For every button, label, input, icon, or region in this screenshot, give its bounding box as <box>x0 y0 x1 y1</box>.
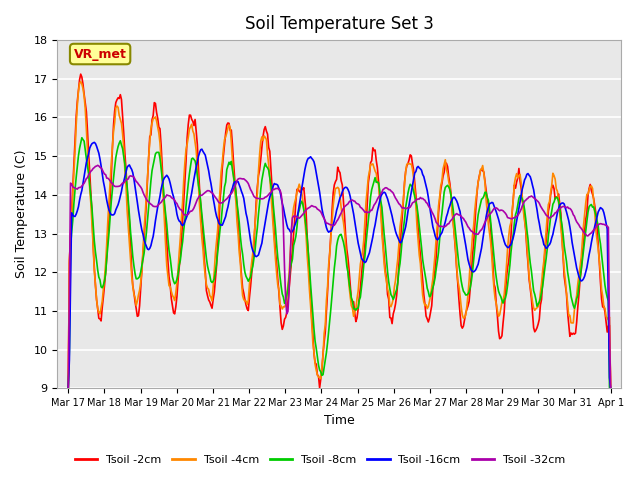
Legend: Tsoil -2cm, Tsoil -4cm, Tsoil -8cm, Tsoil -16cm, Tsoil -32cm: Tsoil -2cm, Tsoil -4cm, Tsoil -8cm, Tsoi… <box>70 451 570 469</box>
Title: Soil Temperature Set 3: Soil Temperature Set 3 <box>245 15 434 33</box>
X-axis label: Time: Time <box>324 414 355 427</box>
Y-axis label: Soil Temperature (C): Soil Temperature (C) <box>15 150 28 278</box>
Text: VR_met: VR_met <box>74 48 127 60</box>
